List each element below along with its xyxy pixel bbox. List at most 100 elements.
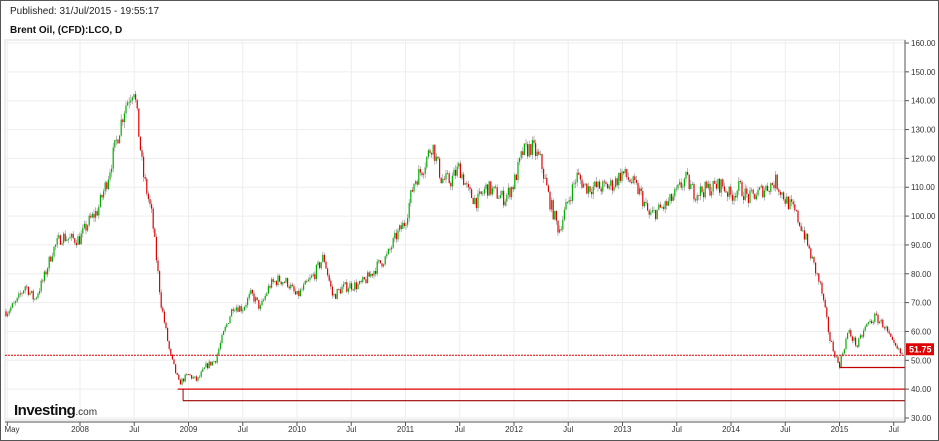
candle — [891, 336, 893, 340]
candle — [13, 302, 15, 304]
candle — [410, 190, 412, 203]
candle — [715, 183, 717, 189]
candle — [7, 313, 9, 317]
candle — [343, 284, 345, 287]
candle — [195, 376, 197, 381]
candle — [719, 178, 721, 193]
candle — [314, 274, 316, 280]
candle — [866, 323, 868, 327]
candle — [709, 183, 711, 196]
candle — [575, 182, 577, 184]
candle — [197, 377, 199, 381]
candle — [402, 222, 404, 229]
candle — [237, 307, 239, 312]
candle — [482, 193, 484, 195]
candle — [695, 199, 697, 201]
candle — [295, 291, 297, 295]
candle — [659, 204, 661, 208]
candle — [651, 210, 653, 213]
candle — [99, 195, 101, 207]
candle — [522, 151, 524, 155]
candle — [743, 196, 745, 200]
candle — [456, 166, 458, 176]
candle — [704, 181, 706, 198]
candle — [75, 242, 77, 246]
candle — [152, 208, 154, 229]
candle — [847, 332, 849, 339]
candle — [279, 275, 281, 282]
y-tick-label: 90.00 — [911, 241, 932, 250]
candle — [440, 177, 442, 184]
candle — [744, 188, 746, 200]
candle — [115, 139, 117, 141]
candle — [10, 307, 12, 312]
candle — [251, 290, 253, 294]
candle — [621, 171, 623, 181]
candle — [203, 367, 205, 369]
candle — [794, 204, 796, 211]
candle — [573, 183, 575, 185]
candle — [603, 181, 605, 183]
candle — [53, 246, 55, 257]
candle — [747, 193, 749, 203]
candle — [354, 282, 356, 290]
candle — [895, 342, 897, 346]
candle — [341, 286, 343, 294]
candle — [431, 153, 433, 155]
candle — [243, 306, 245, 311]
candle — [648, 210, 650, 215]
candle — [584, 183, 586, 185]
x-tick-label: Jul — [129, 425, 139, 434]
candle — [618, 172, 620, 186]
candle — [429, 150, 431, 154]
candle — [112, 147, 114, 169]
candle — [160, 292, 162, 308]
candle — [768, 190, 770, 192]
candle — [883, 327, 885, 329]
candle — [797, 210, 799, 223]
candle — [253, 293, 255, 302]
candle — [813, 256, 815, 263]
candle — [179, 379, 181, 385]
candle — [685, 172, 687, 179]
candle — [443, 178, 445, 180]
candle — [842, 353, 844, 356]
candle — [272, 279, 274, 282]
candle — [389, 248, 391, 250]
candle — [139, 136, 141, 151]
candle — [725, 191, 727, 193]
candle — [183, 378, 185, 382]
candle — [79, 236, 81, 245]
candle — [213, 361, 215, 363]
candle — [45, 271, 47, 275]
candle — [415, 181, 417, 184]
candle — [151, 204, 153, 209]
candle — [135, 94, 137, 100]
candle — [34, 298, 36, 300]
x-tick-label: 2010 — [288, 425, 306, 434]
candle — [327, 268, 329, 276]
candle — [344, 282, 346, 285]
candle — [231, 309, 233, 317]
candle — [760, 185, 762, 188]
candle — [71, 233, 73, 238]
candle — [663, 207, 665, 209]
candle — [163, 311, 165, 323]
candle — [346, 282, 348, 292]
candle — [419, 169, 421, 173]
candle — [235, 307, 237, 311]
candle — [882, 319, 884, 328]
candle — [568, 200, 570, 203]
candle — [299, 289, 301, 297]
candle — [413, 183, 415, 192]
candle — [773, 184, 775, 189]
candle — [32, 290, 34, 300]
candle — [154, 228, 156, 237]
investing-logo: Investing — [14, 402, 76, 419]
candle — [656, 209, 658, 220]
candle — [880, 319, 882, 322]
candle — [200, 371, 202, 377]
candle — [397, 230, 399, 240]
candle — [23, 290, 25, 294]
